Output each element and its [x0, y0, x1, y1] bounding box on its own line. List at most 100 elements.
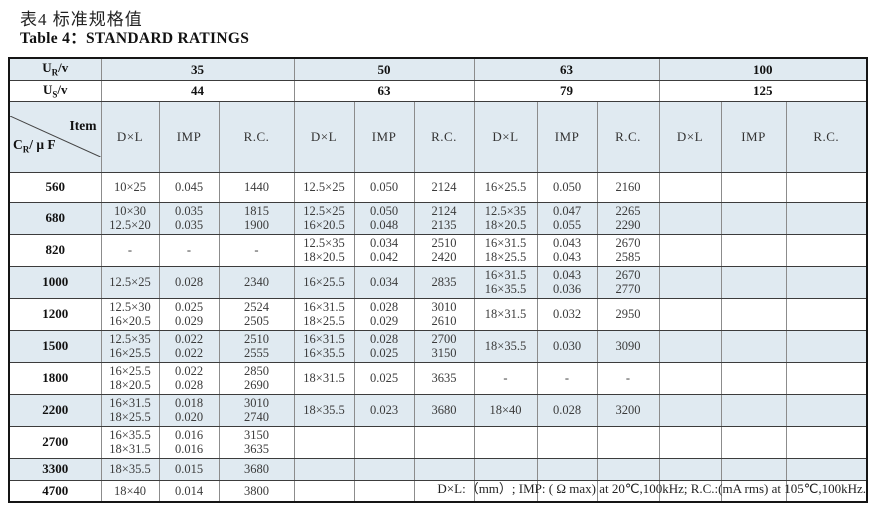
rating-data-cell: 2700 3150 [413, 329, 475, 363]
rating-data-cell [536, 457, 598, 481]
capacitance-row-label: 1000 [8, 265, 102, 299]
rating-data-cell [536, 425, 598, 459]
surge-voltage-value: 125 [658, 79, 868, 102]
table-row: 680 10×30 12.5×20 0.035 0.035 1815 1900 12.5… [8, 201, 868, 235]
rating-data-cell: 12.5×35 18×20.5 [473, 201, 538, 235]
table-row: 4700 18×40 0.014 3800 [8, 479, 868, 503]
rating-data-cell: 0.025 0.029 [158, 297, 220, 331]
rating-data-cell: 18×31.5 [473, 297, 538, 331]
rating-data-cell: 0.016 0.016 [158, 425, 220, 459]
rating-data-cell: 16×31.5 18×25.5 [100, 393, 160, 427]
rating-data-cell [785, 457, 868, 481]
corner-capacitance-label: CR/ μ F [13, 137, 56, 155]
rating-data-cell: 16×35.5 18×31.5 [100, 425, 160, 459]
rating-data-cell: 12.5×25 16×20.5 [293, 201, 355, 235]
rating-data-cell: 0.045 [158, 171, 220, 203]
surge-voltage-value: 44 [100, 79, 295, 102]
rating-data-cell: 2835 [413, 265, 475, 299]
cr-unit: / μ F [29, 136, 56, 152]
column-header-rc: R.C. [785, 100, 868, 173]
cr-symbol: C [13, 136, 23, 152]
rating-data-cell: 3680 [413, 393, 475, 427]
rating-data-cell: 3010 2740 [218, 393, 295, 427]
rating-data-cell: 2950 [596, 297, 660, 331]
ur-subscript: R [51, 67, 59, 78]
table-row: 2700 16×35.5 18×31.5 0.016 0.016 3150 3635 [8, 425, 868, 459]
standard-ratings-table: UR/v 35 50 63 100 US/v 44 63 79 125 Item… [8, 57, 869, 504]
rating-data-cell [473, 425, 538, 459]
rating-data-cell [785, 171, 868, 203]
rating-data-cell: 18×35.5 [100, 457, 160, 481]
rating-data-cell: - [536, 361, 598, 395]
rating-data-cell: 2340 [218, 265, 295, 299]
rating-data-cell: 12.5×35 18×20.5 [293, 233, 355, 267]
column-header-rc: R.C. [413, 100, 475, 173]
rating-data-cell: 16×31.5 16×35.5 [293, 329, 355, 363]
rating-data-cell [720, 201, 787, 235]
rating-data-cell: 3635 [413, 361, 475, 395]
rating-data-cell: 0.034 0.042 [353, 233, 415, 267]
rating-data-cell [785, 329, 868, 363]
column-header-imp: IMP [158, 100, 220, 173]
diagonal-divider [10, 116, 101, 157]
table-row: 3300 18×35.5 0.015 3680 [8, 457, 868, 481]
column-header-row: Item CR/ μ F D×L IMP R.C. D×L IMP R.C. D… [8, 100, 868, 173]
item-capacitance-corner-cell: Item CR/ μ F [8, 100, 102, 173]
capacitance-row-label: 3300 [8, 457, 102, 481]
rating-data-cell: 0.028 0.025 [353, 329, 415, 363]
rating-data-cell [596, 457, 660, 481]
rating-data-cell [785, 479, 868, 503]
capacitance-row-label: 1800 [8, 361, 102, 395]
rating-data-cell: 3680 [218, 457, 295, 481]
rating-data-cell [785, 361, 868, 395]
rating-data-cell: 16×25.5 18×20.5 [100, 361, 160, 395]
rating-data-cell: 2670 2585 [596, 233, 660, 267]
rating-data-cell: 2160 [596, 171, 660, 203]
rating-data-cell [785, 233, 868, 267]
rated-voltage-value: 50 [293, 57, 475, 81]
rating-data-cell: - [158, 233, 220, 267]
rating-data-cell [658, 329, 722, 363]
table-row: 1200 12.5×30 16×20.5 0.025 0.029 2524 2505 1… [8, 297, 868, 331]
rating-data-cell: 12.5×30 16×20.5 [100, 297, 160, 331]
capacitance-row-label: 1500 [8, 329, 102, 363]
rating-data-cell: 12.5×35 16×25.5 [100, 329, 160, 363]
capacitance-row-label: 820 [8, 233, 102, 267]
rating-data-cell [720, 233, 787, 267]
rated-voltage-value: 63 [473, 57, 660, 81]
rated-voltage-row: UR/v 35 50 63 100 [8, 57, 868, 81]
corner-item-label: Item [69, 118, 97, 134]
rating-data-cell: 0.047 0.055 [536, 201, 598, 235]
rating-data-cell [720, 171, 787, 203]
rating-data-cell: 16×25.5 [293, 265, 355, 299]
rating-data-cell: 18×35.5 [473, 329, 538, 363]
ur-symbol: U [42, 60, 52, 76]
rating-data-cell: 0.043 0.043 [536, 233, 598, 267]
rating-data-cell: 2850 2690 [218, 361, 295, 395]
rating-data-cell [658, 171, 722, 203]
capacitance-row-label: 680 [8, 201, 102, 235]
rating-data-cell [413, 457, 475, 481]
us-subscript: S [52, 89, 58, 100]
rating-data-cell [720, 265, 787, 299]
capacitance-row-label: 2700 [8, 425, 102, 459]
rated-voltage-row-label: UR/v [8, 57, 102, 81]
surge-voltage-value: 79 [473, 79, 660, 102]
rating-data-cell: 3090 [596, 329, 660, 363]
rating-data-cell: - [596, 361, 660, 395]
rating-data-cell: 0.050 [353, 171, 415, 203]
rating-data-cell: 0.043 0.036 [536, 265, 598, 299]
rating-data-cell: 3200 [596, 393, 660, 427]
rating-data-cell: 0.050 0.048 [353, 201, 415, 235]
rated-voltage-value: 100 [658, 57, 868, 81]
cr-subscript: R [22, 144, 30, 155]
rating-data-cell: 0.028 [158, 265, 220, 299]
surge-voltage-row: US/v 44 63 79 125 [8, 79, 868, 102]
rating-data-cell [658, 265, 722, 299]
rating-data-cell [785, 393, 868, 427]
rating-data-cell [658, 201, 722, 235]
rating-data-cell: 2670 2770 [596, 265, 660, 299]
rating-data-cell [658, 457, 722, 481]
rating-data-cell: 0.025 [353, 361, 415, 395]
rating-data-cell: 0.034 [353, 265, 415, 299]
